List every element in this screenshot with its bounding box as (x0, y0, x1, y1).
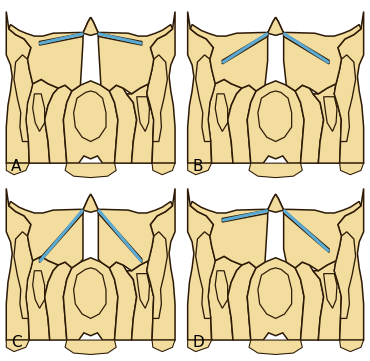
Polygon shape (65, 340, 116, 355)
Polygon shape (45, 262, 72, 340)
Polygon shape (188, 340, 212, 352)
Polygon shape (258, 91, 292, 142)
Polygon shape (63, 81, 118, 163)
Polygon shape (83, 17, 98, 35)
Polygon shape (188, 188, 215, 340)
Polygon shape (147, 232, 167, 318)
Polygon shape (222, 210, 268, 222)
Polygon shape (40, 210, 83, 262)
Polygon shape (324, 97, 337, 131)
Polygon shape (6, 12, 33, 163)
Polygon shape (6, 163, 29, 175)
Polygon shape (190, 17, 361, 94)
Polygon shape (40, 33, 83, 45)
Polygon shape (249, 163, 302, 178)
Polygon shape (65, 163, 116, 178)
Polygon shape (127, 261, 154, 340)
Polygon shape (137, 274, 149, 308)
Text: C: C (11, 335, 21, 351)
Polygon shape (147, 188, 175, 340)
Polygon shape (152, 340, 175, 352)
Polygon shape (340, 163, 364, 175)
Polygon shape (190, 194, 361, 271)
Polygon shape (340, 340, 364, 352)
Polygon shape (74, 91, 106, 142)
Polygon shape (196, 232, 215, 318)
Polygon shape (137, 97, 149, 131)
Polygon shape (334, 12, 364, 163)
Polygon shape (14, 232, 33, 318)
Polygon shape (9, 17, 172, 94)
Polygon shape (208, 256, 242, 340)
Polygon shape (74, 268, 106, 318)
Polygon shape (127, 84, 154, 163)
Polygon shape (6, 188, 33, 340)
Polygon shape (284, 210, 329, 252)
Polygon shape (45, 85, 72, 163)
Polygon shape (110, 85, 137, 163)
Polygon shape (258, 268, 292, 318)
Polygon shape (147, 55, 167, 142)
Polygon shape (26, 79, 58, 163)
Polygon shape (208, 79, 242, 163)
Polygon shape (33, 271, 45, 308)
Polygon shape (6, 340, 29, 352)
Polygon shape (215, 94, 228, 131)
Polygon shape (334, 55, 356, 142)
Polygon shape (247, 258, 304, 340)
Polygon shape (249, 340, 302, 355)
Polygon shape (247, 81, 304, 163)
Polygon shape (152, 163, 175, 175)
Polygon shape (228, 262, 256, 340)
Polygon shape (9, 194, 172, 271)
Polygon shape (324, 274, 337, 308)
Polygon shape (14, 55, 33, 142)
Polygon shape (147, 12, 175, 163)
Text: B: B (192, 158, 203, 174)
Polygon shape (98, 210, 142, 262)
Polygon shape (196, 55, 215, 142)
Polygon shape (215, 271, 228, 308)
Polygon shape (313, 84, 342, 163)
Polygon shape (83, 194, 98, 212)
Polygon shape (188, 163, 212, 175)
Polygon shape (334, 188, 364, 340)
Polygon shape (295, 85, 324, 163)
Polygon shape (284, 33, 329, 64)
Polygon shape (222, 33, 268, 64)
Polygon shape (63, 258, 118, 340)
Polygon shape (33, 94, 45, 131)
Polygon shape (26, 256, 58, 340)
Text: D: D (192, 335, 204, 351)
Polygon shape (110, 262, 137, 340)
Polygon shape (228, 85, 256, 163)
Polygon shape (334, 232, 356, 318)
Text: A: A (11, 158, 21, 174)
Polygon shape (268, 194, 284, 212)
Polygon shape (295, 262, 324, 340)
Polygon shape (98, 33, 142, 45)
Polygon shape (268, 17, 284, 35)
Polygon shape (188, 12, 215, 163)
Polygon shape (313, 261, 342, 340)
